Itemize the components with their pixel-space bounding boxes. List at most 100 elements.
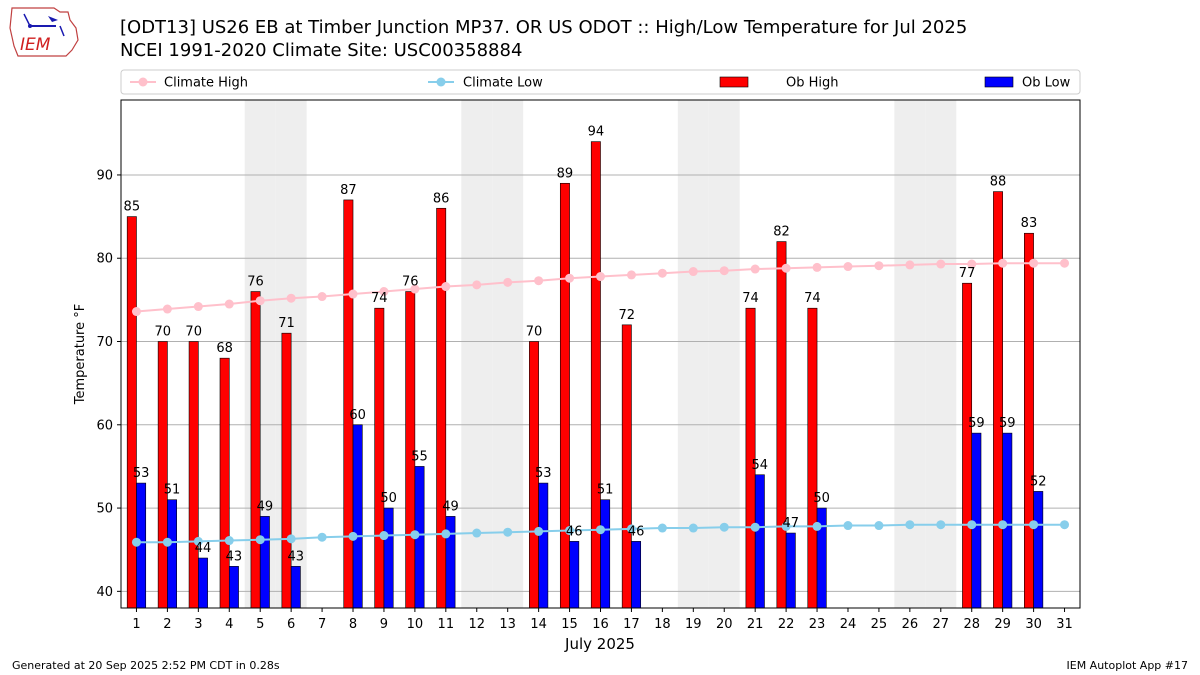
- climate-low-point-2: [162, 537, 172, 547]
- bar-labels: 85 70 70 68 76 71 87 74 76 86 70 89 94 72 74 82 74 77 88 83…: [124, 125, 1047, 565]
- climate-high-point-12: [472, 280, 482, 290]
- x-axis-label: July 2025: [564, 635, 635, 653]
- climate-high-point-1: [131, 307, 141, 317]
- ob-low-bar-30: [1033, 491, 1044, 609]
- ob-high-label-11: 86: [433, 191, 450, 206]
- x-tick-label-20: 20: [716, 617, 733, 632]
- ob-high-bar-29: [993, 191, 1003, 609]
- bars: [126, 141, 1044, 609]
- ob-low-label-10: 55: [411, 449, 428, 464]
- climate-low-point-6: [286, 534, 296, 544]
- x-tick-label-19: 19: [685, 617, 702, 632]
- climate-high-point-10: [410, 284, 420, 294]
- ob-low-label-9: 50: [380, 491, 397, 506]
- legend: Climate High Climate Low Ob High Ob Low: [120, 69, 1081, 95]
- climate-low-point-26: [905, 520, 915, 530]
- weekend-band-27: [925, 100, 957, 608]
- climate-low-point-5: [255, 535, 265, 545]
- climate-high-point-19: [688, 267, 698, 277]
- ob-high-label-22: 82: [773, 225, 790, 240]
- climate-low-point-20: [719, 522, 729, 532]
- y-tick-label-50: 50: [96, 502, 113, 517]
- ob-low-label-6: 43: [288, 549, 305, 564]
- chart-title: [ODT13] US26 EB at Timber Junction MP37.…: [120, 17, 968, 38]
- ob-low-bar-17: [631, 541, 642, 609]
- climate-low-point-17: [626, 524, 636, 534]
- ob-low-label-29: 59: [999, 416, 1016, 431]
- weekend-band-13: [492, 100, 524, 608]
- climate-low-point-4: [224, 536, 234, 546]
- weekend-band-12: [461, 100, 493, 608]
- y-tick-label-90: 90: [96, 168, 113, 183]
- x-tick-label-9: 9: [380, 617, 388, 632]
- legend-swatch-ob-low: [984, 76, 1014, 88]
- x-tick-label-7: 7: [318, 617, 326, 632]
- ob-high-bar-1: [126, 216, 137, 609]
- climate-low-point-12: [472, 528, 482, 538]
- x-tick-label-23: 23: [809, 617, 826, 632]
- y-axis: 40 50 60 70 80 90: [96, 168, 121, 600]
- climate-high-point-3: [193, 302, 203, 312]
- ob-low-bar-5: [259, 516, 270, 609]
- ob-low-bar-15: [569, 541, 580, 609]
- climate-high-point-11: [441, 282, 451, 292]
- y-tick-label-80: 80: [96, 252, 113, 267]
- climate-high-point-25: [874, 261, 884, 271]
- ob-high-bar-9: [374, 307, 385, 609]
- x-tick-label-24: 24: [840, 617, 857, 632]
- climate-high-point-31: [1060, 258, 1070, 268]
- ob-high-bar-4: [219, 357, 230, 609]
- ob-high-label-8: 87: [340, 183, 357, 198]
- climate-high-point-18: [657, 268, 667, 278]
- x-tick-label-21: 21: [747, 617, 764, 632]
- x-axis: 1 2 3 4 5 6 7 8 9 10 11 12 13 14 15 16 17 18 19 20 21 22 23 24 2…: [132, 608, 1073, 632]
- ob-low-bar-22: [785, 532, 796, 609]
- ob-low-label-21: 54: [752, 458, 769, 473]
- ob-high-bar-22: [776, 241, 787, 609]
- ob-high-label-30: 83: [1021, 216, 1038, 231]
- climate-low-point-30: [1029, 520, 1039, 530]
- weekend-band-19: [677, 100, 709, 608]
- ob-high-bar-5: [250, 291, 261, 609]
- ob-high-bar-11: [436, 207, 447, 609]
- climate-high-point-6: [286, 293, 296, 303]
- climate-low-point-24: [843, 521, 853, 531]
- climate-low-point-15: [565, 526, 575, 536]
- x-tick-label-30: 30: [1025, 617, 1042, 632]
- ob-low-label-5: 49: [257, 499, 274, 514]
- ob-high-label-21: 74: [742, 291, 759, 306]
- ob-high-label-28: 77: [959, 266, 976, 281]
- ob-high-label-5: 76: [247, 275, 264, 290]
- ob-low-label-1: 53: [133, 466, 150, 481]
- ob-high-label-9: 74: [371, 291, 388, 306]
- climate-low-point-13: [503, 527, 513, 537]
- climate-high-point-8: [348, 289, 358, 299]
- ob-low-label-28: 59: [968, 416, 985, 431]
- x-tick-label-1: 1: [132, 617, 140, 632]
- climate-low-point-8: [348, 531, 358, 541]
- ob-high-bar-28: [962, 282, 973, 609]
- ob-low-label-16: 51: [597, 483, 614, 498]
- ob-high-label-16: 94: [588, 125, 605, 140]
- ob-low-label-22: 47: [782, 516, 799, 531]
- ob-high-label-17: 72: [619, 308, 636, 323]
- x-tick-label-14: 14: [530, 617, 547, 632]
- legend-label-ob-low: Ob Low: [1022, 76, 1071, 91]
- ob-low-label-15: 46: [566, 524, 583, 539]
- climate-high-point-27: [936, 259, 946, 269]
- ob-high-bar-17: [621, 324, 632, 609]
- chart-subtitle: NCEI 1991-2020 Climate Site: USC00358884: [120, 40, 523, 61]
- climate-low-point-28: [967, 520, 977, 530]
- climate-low-point-19: [688, 523, 698, 533]
- ob-low-label-4: 43: [226, 549, 243, 564]
- x-tick-label-3: 3: [194, 617, 202, 632]
- climate-low-point-27: [936, 520, 946, 530]
- ob-high-bar-16: [590, 141, 601, 609]
- climate-low-point-11: [441, 529, 451, 539]
- x-tick-label-26: 26: [902, 617, 919, 632]
- x-tick-label-27: 27: [933, 617, 950, 632]
- climate-high-point-29: [998, 258, 1008, 268]
- ob-low-bar-14: [538, 482, 549, 609]
- climate-high-point-16: [596, 272, 605, 282]
- climate-low-point-7: [317, 532, 327, 542]
